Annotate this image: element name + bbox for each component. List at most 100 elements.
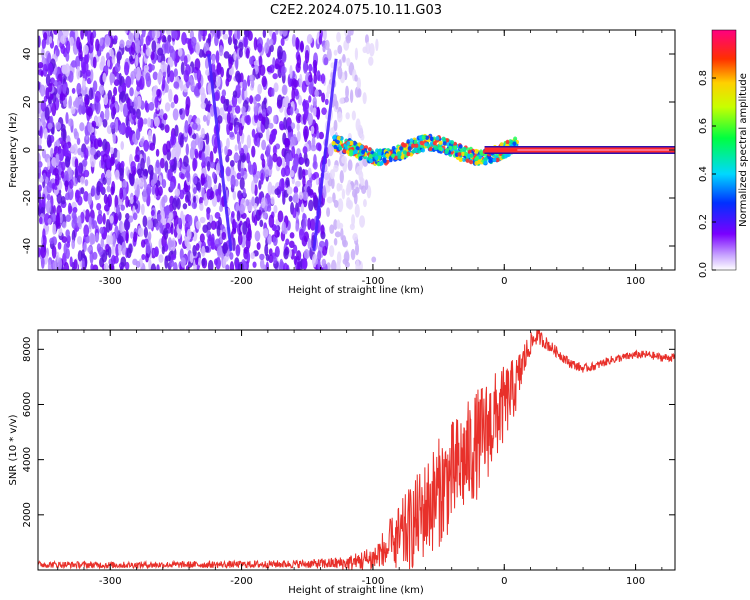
spectrogram-cell — [336, 31, 341, 43]
spectrogram-cell — [248, 164, 254, 175]
spectrogram-cell — [112, 106, 117, 116]
signal-cell — [435, 136, 440, 141]
signal-cell — [355, 146, 360, 151]
spectrogram-cell — [135, 128, 141, 141]
spectrogram-cell — [243, 30, 250, 38]
spectrogram-cell — [288, 195, 293, 202]
spectrogram-cell — [322, 30, 327, 41]
spectrogram-cell — [114, 62, 121, 73]
spectrogram-cell — [245, 217, 251, 229]
spectrogram-cell — [109, 234, 114, 245]
spectrogram-cell — [350, 30, 354, 36]
spectrogram-cell — [238, 122, 243, 137]
spectrogram-cell — [172, 30, 178, 40]
spectrogram-cell — [70, 106, 76, 115]
figure-title: C2E2.2024.075.10.11.G03 — [270, 3, 442, 18]
spectrogram-cell — [293, 255, 298, 266]
spectrogram-cell — [236, 30, 241, 40]
spectrogram-cell — [260, 172, 264, 185]
signal-cell — [438, 140, 443, 146]
spectrogram-cell — [270, 185, 276, 195]
spectrogram-cell — [177, 217, 182, 226]
spectrogram-cell — [314, 90, 320, 97]
spectrogram-cell — [219, 204, 223, 213]
spectrogram-cell — [52, 223, 57, 236]
spectrogram-cell — [272, 152, 278, 163]
spectrogram-cell — [291, 78, 297, 91]
signal-cell — [349, 149, 354, 154]
spectrogram-cell — [83, 190, 89, 202]
spectrogram-cell — [103, 193, 108, 205]
spectrogram-cell — [307, 167, 312, 179]
spectrogram-cell — [129, 87, 134, 97]
spectrogram-cell — [66, 241, 71, 249]
spectrogram-cell — [91, 103, 96, 112]
spectrogram-cell — [371, 256, 377, 263]
spectrogram-cell — [216, 62, 222, 75]
spectrogram-cell — [141, 253, 146, 260]
spectrogram-cell — [44, 106, 50, 121]
spectrogram-cell — [302, 191, 309, 201]
spectrogram-cell — [120, 141, 125, 150]
spectrogram-cell — [40, 70, 44, 77]
spectrogram-cell — [339, 97, 345, 105]
signal-cell — [399, 146, 404, 151]
spectrogram-cell — [216, 224, 221, 237]
spectrogram-cell — [84, 179, 89, 187]
spectrogram-cell — [308, 74, 313, 83]
signal-cell — [368, 153, 373, 159]
spectrogram-cell — [129, 173, 135, 186]
signal-cell — [346, 141, 351, 146]
spectrogram-cell — [172, 197, 178, 211]
spectrogram-cell — [326, 207, 331, 218]
signal-cell — [474, 155, 479, 161]
spectrogram-cell — [342, 258, 349, 265]
spectrogram-cell — [201, 160, 206, 169]
spectrogram-cell — [198, 150, 203, 158]
signal-cell — [333, 134, 338, 139]
spectrogram-cell — [150, 209, 155, 216]
spectrogram-cell — [173, 68, 178, 78]
spectrogram-cell — [357, 88, 362, 98]
spectrogram-cell — [288, 248, 292, 258]
signal-cell — [338, 145, 343, 151]
spectrogram-cell — [308, 83, 314, 95]
spectrogram-cell — [151, 89, 156, 98]
spectrogram-cell — [113, 79, 120, 87]
spectrogram-cell — [255, 170, 261, 179]
spectrogram-cell — [223, 51, 230, 59]
spectrogram-cell — [350, 248, 356, 261]
spectrogram-cell — [135, 44, 141, 54]
spectrogram-cell — [347, 159, 353, 172]
x-tick-label: 0 — [501, 576, 507, 587]
spectrogram-cell — [42, 228, 46, 241]
spectrogram-cell — [195, 181, 201, 191]
signal-cell — [513, 136, 518, 141]
spectrogram-cell — [274, 58, 280, 70]
spectrogram-cell — [215, 50, 220, 64]
spectrogram-cell — [69, 30, 75, 39]
spectrogram-cell — [281, 30, 288, 37]
spectrogram-cell — [295, 37, 300, 50]
spectrogram-cell — [51, 102, 57, 117]
spectrogram-cell — [116, 150, 121, 162]
spectrogram-cell — [91, 120, 97, 129]
signal-cell — [428, 146, 433, 152]
spectrogram-cell — [210, 190, 215, 200]
spectrogram-cell — [233, 50, 237, 61]
spectrogram-cell — [136, 168, 142, 176]
spectrogram-cell — [155, 159, 160, 169]
spectrogram-cell — [41, 46, 45, 60]
spectrogram-cell — [160, 123, 165, 131]
spectrogram-cell — [197, 137, 204, 151]
spectrogram-cell — [188, 126, 193, 136]
spectrogram-cell — [229, 252, 234, 260]
signal-cell — [495, 157, 500, 163]
spectrogram-cell — [145, 242, 151, 255]
spectrogram-cell — [146, 183, 152, 196]
spectrogram-cell — [333, 199, 339, 208]
signal-cell — [503, 154, 508, 159]
spectrogram-cell — [308, 63, 313, 72]
spectrogram-cell — [222, 33, 229, 40]
spectrogram-cell — [254, 184, 258, 197]
